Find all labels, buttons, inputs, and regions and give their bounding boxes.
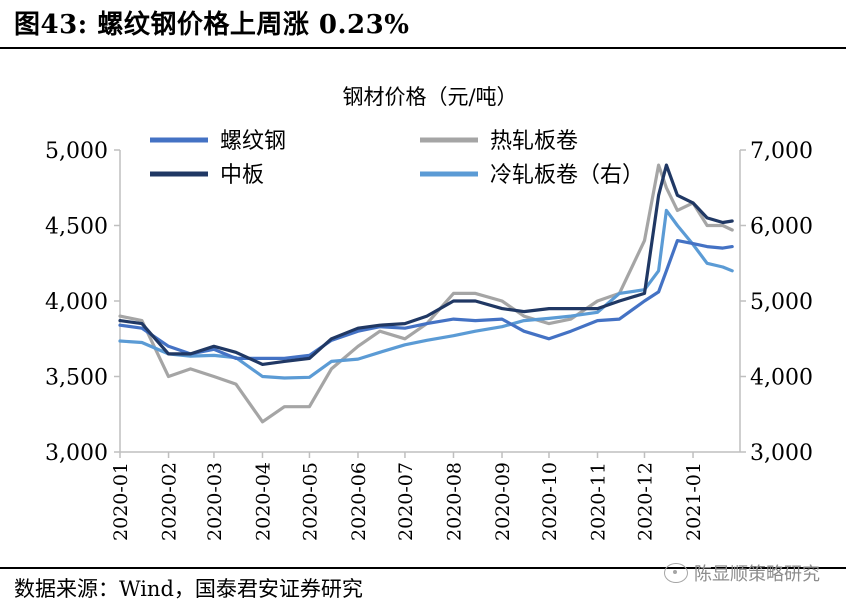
left-tick-label: 3,000 (45, 441, 108, 466)
x-tick-label: 2020-11 (588, 462, 610, 541)
right-tick-label: 5,000 (750, 290, 813, 315)
chart-title: 钢材价格（元/吨） (342, 85, 517, 109)
source-divider (0, 567, 846, 569)
x-tick-label: 2020-10 (539, 462, 561, 541)
legend-label: 冷轧板卷（右） (490, 163, 644, 188)
x-tick-label: 2020-06 (348, 462, 370, 541)
x-tick-label: 2020-08 (443, 462, 465, 541)
left-tick-label: 4,000 (45, 290, 108, 315)
title-divider (0, 47, 846, 49)
right-tick-label: 4,000 (750, 366, 813, 391)
x-tick-label: 2020-12 (634, 462, 656, 541)
x-tick-label: 2020-09 (492, 462, 514, 541)
steel-price-chart: 钢材价格（元/吨） 3,0003,5004,0004,5005,0003,000… (45, 85, 813, 541)
legend-label: 螺纹钢 (220, 129, 286, 154)
series-line-1 (118, 163, 734, 424)
x-tick-label: 2020-02 (159, 462, 181, 541)
series-line-2 (118, 163, 734, 366)
watermark: 陈显顺策略研究 (664, 560, 820, 586)
x-tick-label: 2020-03 (204, 462, 226, 541)
wechat-icon (664, 563, 688, 583)
x-tick-label: 2020-01 (110, 462, 132, 541)
left-tick-label: 4,500 (45, 215, 108, 240)
series-line-0 (118, 239, 734, 360)
x-tick-label: 2020-04 (252, 462, 274, 541)
figure-title: 图43: 螺纹钢价格上周涨 0.23% (14, 10, 410, 40)
right-tick-label: 6,000 (750, 215, 813, 240)
right-tick-label: 7,000 (750, 139, 813, 164)
x-tick-label: 2021-01 (683, 462, 705, 541)
legend-label: 中板 (220, 163, 264, 188)
source-note: 数据来源：Wind，国泰君安证券研究 (14, 577, 363, 601)
chart-series-lines (118, 163, 734, 424)
chart-axes: 3,000 3,500 4,000 4,500 5,000 3,000 4,000 5,000… (45, 139, 813, 541)
legend-label: 热轧板卷 (490, 129, 578, 154)
watermark-text: 陈显顺策略研究 (694, 564, 820, 585)
right-tick-label: 3,000 (750, 441, 813, 466)
left-tick-label: 3,500 (45, 366, 108, 391)
x-tick-label: 2020-07 (395, 462, 417, 541)
x-tick-label: 2020-05 (299, 462, 321, 541)
left-tick-label: 5,000 (45, 139, 108, 164)
